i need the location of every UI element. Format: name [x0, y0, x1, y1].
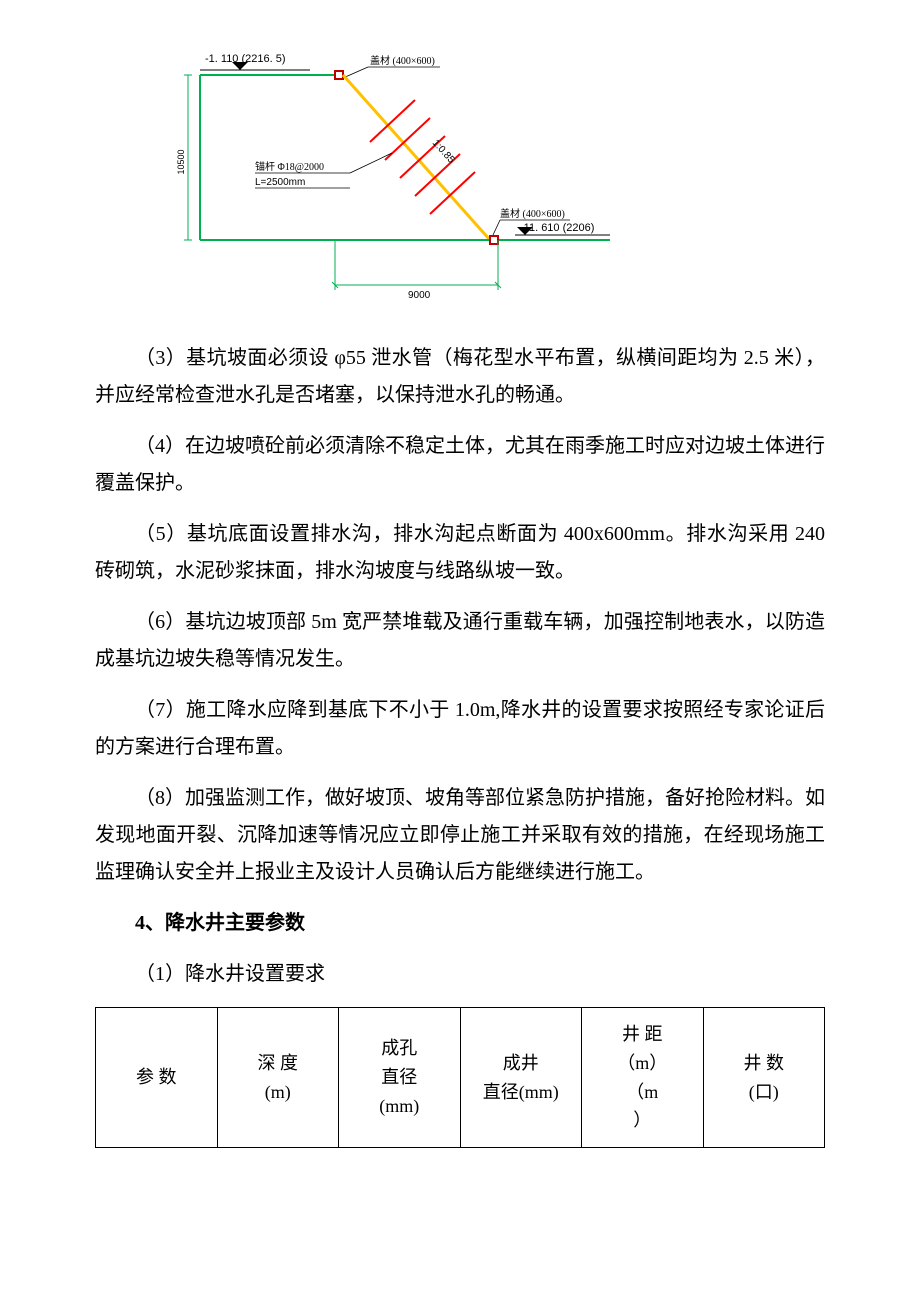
bottom-dimension: 9000 — [408, 290, 431, 301]
table-header-cell: 成井直径(mm) — [460, 1008, 582, 1148]
sub-heading-4-1: （1）降水井设置要求 — [95, 956, 825, 993]
table-header-cell: 井 数(口) — [703, 1008, 825, 1148]
paragraph-8: （8）加强监测工作，做好坡顶、坡角等部位紧急防护措施，备好抢险材料。如发现地面开… — [95, 780, 825, 891]
document-content: （3）基坑坡面必须设 φ55 泄水管（梅花型水平布置，纵横间距均为 2.5 米）… — [0, 340, 920, 1178]
anchor-length: L=2500mm — [255, 177, 305, 188]
bottom-level-label: -11. 610 (2206) — [520, 222, 594, 234]
table-header-cell: 成孔直径(mm) — [339, 1008, 461, 1148]
table-header-cell: 井 距（m）（m） — [582, 1008, 704, 1148]
table-header-cell: 参 数 — [96, 1008, 218, 1148]
top-level-label: -1. 110 (2216. 5) — [205, 53, 286, 65]
left-dimension: 10500 — [176, 149, 186, 174]
paragraph-4: （4）在边坡喷砼前必须清除不稳定土体，尤其在雨季施工时应对边坡土体进行覆盖保护。 — [95, 428, 825, 502]
bottom-material-label: 盖材 (400×600) — [500, 207, 565, 220]
paragraph-6: （6）基坑边坡顶部 5m 宽严禁堆载及通行重载车辆，加强控制地表水，以防造成基坑… — [95, 604, 825, 678]
slope-diagram: -1. 110 (2216. 5) 盖材 (400×600) 1:0.85 锚杆… — [0, 0, 920, 340]
section-4-heading: 4、降水井主要参数 — [95, 905, 825, 942]
paragraph-5: （5）基坑底面设置排水沟，排水沟起点断面为 400x600mm。排水沟采用 24… — [95, 516, 825, 590]
top-material-label: 盖材 (400×600) — [370, 54, 435, 67]
paragraph-3: （3）基坑坡面必须设 φ55 泄水管（梅花型水平布置，纵横间距均为 2.5 米）… — [95, 340, 825, 414]
diagram-svg: -1. 110 (2216. 5) 盖材 (400×600) 1:0.85 锚杆… — [170, 40, 630, 320]
table-header-cell: 深 度(m) — [217, 1008, 339, 1148]
table-header-row: 参 数 深 度(m) 成孔直径(mm) 成井直径(mm) 井 距（m）（m） 井… — [96, 1008, 825, 1148]
anchor-title: 锚杆 Φ18@2000 — [255, 161, 324, 173]
paragraph-7: （7）施工降水应降到基底下不小于 1.0m,降水井的设置要求按照经专家论证后的方… — [95, 692, 825, 766]
parameter-table: 参 数 深 度(m) 成孔直径(mm) 成井直径(mm) 井 距（m）（m） 井… — [95, 1007, 825, 1148]
